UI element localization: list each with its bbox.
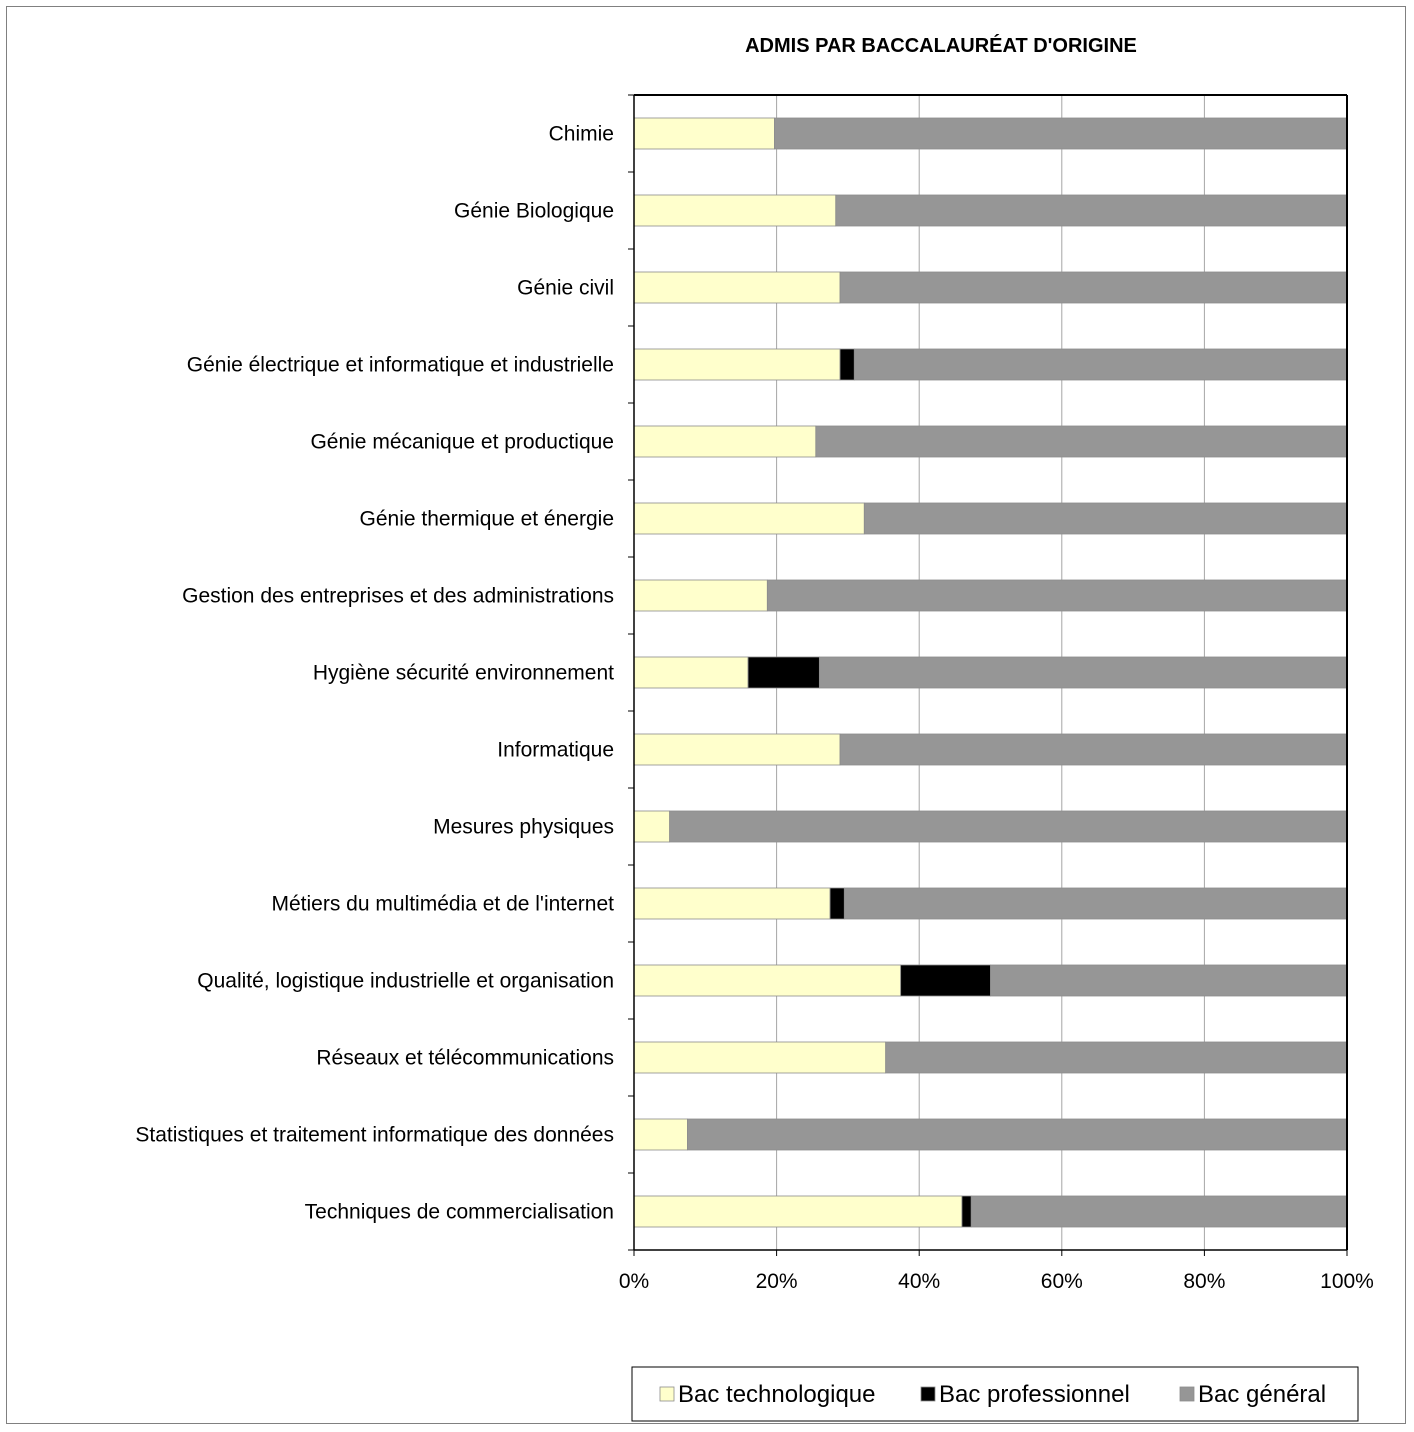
chart-frame (6, 6, 1406, 1424)
bar-segment (633, 502, 865, 535)
legend-label: Bac général (1198, 1381, 1326, 1408)
bar-segment (633, 348, 841, 381)
legend: Bac technologique Bac professionnel Bac gé… (631, 1366, 1359, 1422)
bars (633, 117, 1348, 1228)
x-tick-label: 60% (1041, 1270, 1083, 1293)
bar-segment (633, 810, 671, 843)
legend-box (631, 1366, 1359, 1422)
category-label: Génie thermique et énergie (360, 508, 615, 531)
bar-segment (815, 425, 1348, 458)
bar-segment (829, 887, 845, 920)
bar-segment (687, 1118, 1348, 1151)
bar-segment (633, 733, 841, 766)
bar-segment (633, 1041, 887, 1074)
bar-segment (835, 194, 1348, 227)
category-label: Statistiques et traitement informatique … (135, 1124, 614, 1147)
bar-segment (766, 579, 1348, 612)
category-label: Métiers du multimédia et de l'internet (271, 893, 614, 916)
category-labels: Chimie Génie Biologique Génie civil Génie é… (135, 123, 614, 1224)
category-label: Génie civil (517, 277, 614, 300)
bar-segment (900, 964, 991, 997)
bar-segment (839, 271, 1348, 304)
category-label: Mesures physiques (433, 816, 614, 839)
legend-label: Bac technologique (678, 1381, 875, 1408)
x-tick-labels: 0% 20% 40% 60% 80% 100% (619, 1270, 1374, 1293)
bar-segment (633, 1195, 963, 1228)
bar-segment (669, 810, 1348, 843)
bar-segment (774, 117, 1348, 150)
bar-segment (863, 502, 1348, 535)
category-label: Techniques de commercialisation (305, 1201, 614, 1224)
legend-swatch (920, 1386, 936, 1402)
bar-segment (633, 964, 902, 997)
category-label: Génie électrique et informatique et indu… (187, 354, 614, 377)
x-tick-label: 20% (756, 1270, 798, 1293)
bar-segment (633, 117, 775, 150)
legend-swatch (659, 1386, 675, 1402)
bar-segment (843, 887, 1348, 920)
bar-segment (839, 348, 855, 381)
bar-segment (633, 1118, 688, 1151)
bar-segment (633, 271, 841, 304)
category-label: Gestion des entreprises et des administr… (182, 585, 614, 608)
category-label: Informatique (497, 739, 614, 762)
x-tick-label: 100% (1320, 1270, 1374, 1293)
category-label: Réseaux et télécommunications (316, 1047, 614, 1070)
bar-segment (839, 733, 1348, 766)
bar-segment (970, 1195, 1348, 1228)
bar-segment (633, 194, 837, 227)
category-label: Chimie (549, 123, 614, 146)
bar-segment (990, 964, 1348, 997)
legend-label: Bac professionnel (939, 1381, 1130, 1408)
bar-segment (818, 656, 1348, 689)
axes (628, 94, 1348, 1256)
bar-segment (633, 887, 831, 920)
bar-segment (633, 579, 768, 612)
bar-segment (633, 656, 749, 689)
category-label: Qualité, logistique industrielle et orga… (197, 970, 614, 993)
category-label: Génie mécanique et productique (310, 431, 614, 454)
category-label: Hygiène sécurité environnement (313, 662, 614, 685)
bar-segment (747, 656, 820, 689)
x-tick-label: 40% (898, 1270, 940, 1293)
x-tick-label: 0% (619, 1270, 649, 1293)
category-label: Génie Biologique (454, 200, 614, 223)
legend-swatch (1179, 1386, 1195, 1402)
bar-segment (633, 425, 817, 458)
bar-segment (853, 348, 1348, 381)
bar-segment (961, 1195, 972, 1228)
chart-title: ADMIS PAR BACCALAURÉAT D'ORIGINE (745, 34, 1137, 57)
x-tick-label: 80% (1183, 1270, 1225, 1293)
bar-segment (885, 1041, 1348, 1074)
